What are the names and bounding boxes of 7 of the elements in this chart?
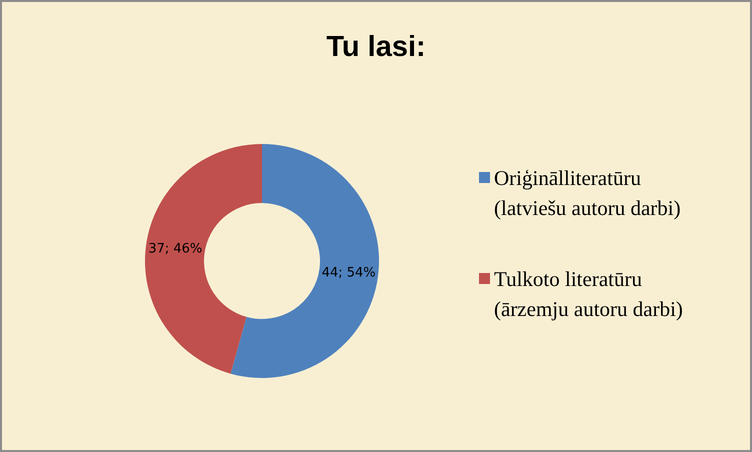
data-label: 37; 46%: [148, 242, 202, 257]
chart-title: Tu lasi:: [326, 31, 426, 63]
donut-slice: [230, 144, 379, 378]
legend-entry: Tulkoto literatūru (ārzemju autoru darbi): [479, 267, 683, 321]
data-label: 44; 54%: [322, 265, 376, 280]
legend-entry: Oriģinālliteratūru (latviešu autoru darbi): [479, 166, 681, 220]
donut-slice: [145, 144, 262, 374]
